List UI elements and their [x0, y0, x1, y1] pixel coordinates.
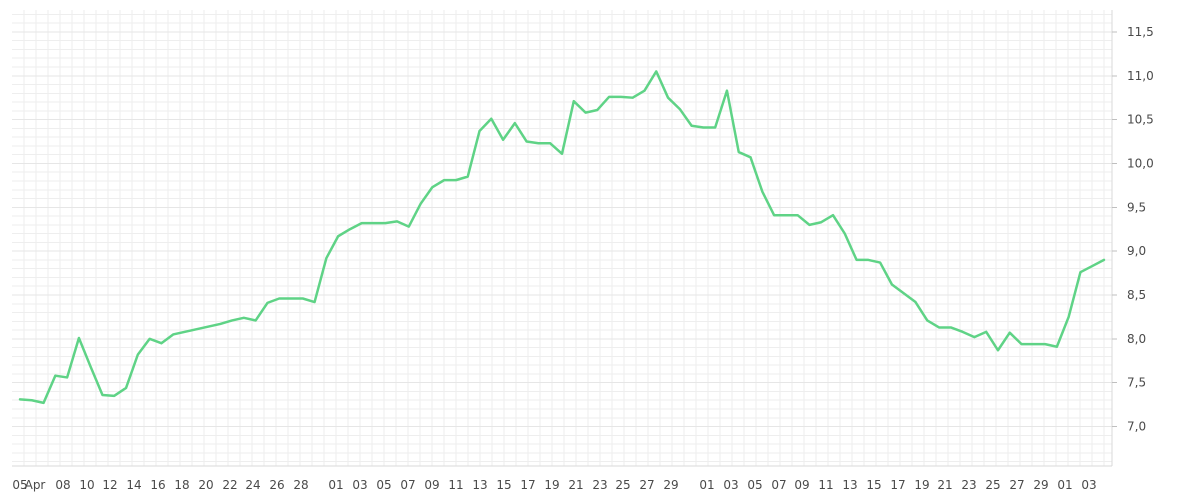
- x-tick-label: 12: [102, 478, 117, 492]
- x-tick-label: Apr: [25, 478, 46, 492]
- x-tick-label: 23: [961, 478, 976, 492]
- x-tick-label: 25: [615, 478, 630, 492]
- y-tick-label: 11,5: [1127, 25, 1154, 39]
- x-tick-label: 05: [747, 478, 762, 492]
- x-tick-label: 29: [1033, 478, 1048, 492]
- y-tick-label: 8,0: [1127, 332, 1146, 346]
- x-tick-label: 29: [663, 478, 678, 492]
- y-tick-label: 11,0: [1127, 69, 1154, 83]
- x-tick-label: 21: [937, 478, 952, 492]
- x-tick-label: 05: [12, 478, 27, 492]
- x-tick-label: 17: [520, 478, 535, 492]
- grid: [12, 10, 1112, 466]
- x-tick-label: 01: [699, 478, 714, 492]
- x-tick-label: 27: [639, 478, 654, 492]
- x-tick-label: 17: [890, 478, 905, 492]
- x-tick-label: 16: [150, 478, 165, 492]
- y-tick-label: 9,0: [1127, 244, 1146, 258]
- y-tick-label: 10,0: [1127, 156, 1154, 170]
- series-layer: [18, 70, 1106, 405]
- x-tick-label: 27: [1009, 478, 1024, 492]
- x-tick-label: 14: [126, 478, 141, 492]
- y-tick-label: 8,5: [1127, 288, 1146, 302]
- x-tick-label: 09: [424, 478, 439, 492]
- x-tick-label: 11: [448, 478, 463, 492]
- x-tick-label: 19: [544, 478, 559, 492]
- x-tick-label: 13: [842, 478, 857, 492]
- x-tick-label: 15: [496, 478, 511, 492]
- x-tick-label: 25: [985, 478, 1000, 492]
- x-tick-label: 01: [1057, 478, 1072, 492]
- x-tick-label: 20: [198, 478, 213, 492]
- x-tick-label: 21: [568, 478, 583, 492]
- x-tick-label: 19: [914, 478, 929, 492]
- x-tick-label: 13: [472, 478, 487, 492]
- y-tick-label: 7,0: [1127, 420, 1146, 434]
- y-tick-label: 10,5: [1127, 113, 1154, 127]
- axes: [12, 10, 1117, 467]
- x-tick-label: 03: [1081, 478, 1096, 492]
- x-tick-label: 03: [352, 478, 367, 492]
- y-tick-label: 9,5: [1127, 200, 1146, 214]
- x-tick-label: 15: [866, 478, 881, 492]
- x-tick-label: 23: [592, 478, 607, 492]
- x-tick-label: 05: [376, 478, 391, 492]
- x-tick-label: 11: [818, 478, 833, 492]
- x-tick-label: 07: [400, 478, 415, 492]
- x-tick-label: 10: [79, 478, 94, 492]
- x-tick-label: 08: [55, 478, 70, 492]
- x-tick-label: 28: [293, 478, 308, 492]
- y-tick-label: 7,5: [1127, 376, 1146, 390]
- x-tick-label: 07: [771, 478, 786, 492]
- x-tick-label: 26: [269, 478, 284, 492]
- x-tick-label: 18: [174, 478, 189, 492]
- x-tick-label: 24: [245, 478, 260, 492]
- x-tick-label: 03: [723, 478, 738, 492]
- x-tick-label: 22: [222, 478, 237, 492]
- x-tick-label: 09: [794, 478, 809, 492]
- series-line: [18, 70, 1106, 405]
- x-tick-label: 01: [328, 478, 343, 492]
